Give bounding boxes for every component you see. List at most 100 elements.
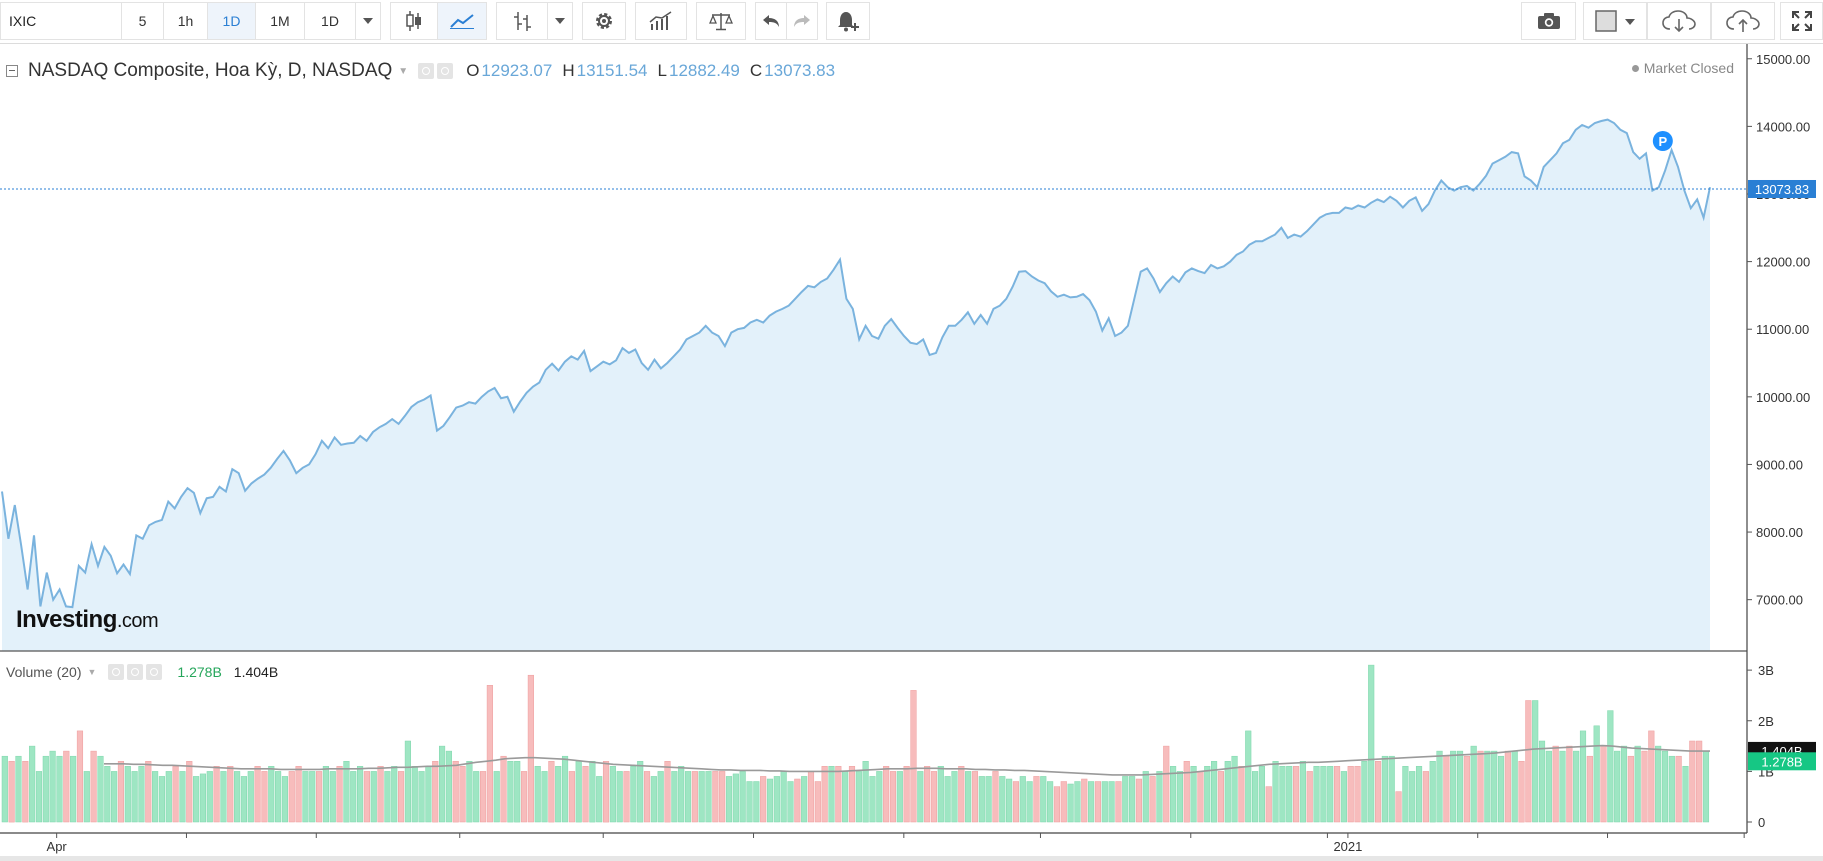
volume-bar [1497,755,1505,823]
volume-bar [657,771,664,823]
chart-type-dropdown-button[interactable] [547,2,573,40]
volume-title[interactable]: Volume (20) [6,664,82,680]
volume-bar [1012,781,1020,823]
volume-bar [1211,761,1218,823]
volume-bar [343,761,350,823]
volume-bar [1559,750,1566,823]
volume-bar [842,771,849,823]
volume-bar [261,771,268,823]
volume-bar [357,766,364,823]
price-axis[interactable]: 7000.00 8000.00 9000.00 10000.00 11000.00 120… [1747,52,1810,608]
market-status: Market Closed [1631,60,1734,76]
volume-bar [1183,761,1190,823]
volume-bar [42,755,49,823]
volume-ma-value: 1.404B [233,664,279,680]
volume-bar [22,761,29,823]
bottom-scrollbar[interactable] [0,856,1823,861]
price-area [2,119,1710,652]
cloud-upload-button[interactable] [1711,2,1775,40]
volume-bar [1245,730,1252,823]
volume-bar [1060,781,1067,823]
settings-icon[interactable] [437,63,454,79]
undo-button[interactable] [755,2,787,40]
interval-dropdown-button[interactable] [355,2,381,40]
volume-bar [1538,740,1546,823]
undo-icon [763,15,779,27]
settings-button[interactable] [582,2,626,40]
volume-bar [937,766,944,823]
volume-bar [958,766,965,823]
volume-bar [773,776,780,823]
volume-bar [131,771,138,823]
chevron-down-icon[interactable]: ▼ [398,65,409,77]
volume-bar [1682,766,1689,823]
volume-bar [1675,755,1682,823]
visibility-icon[interactable] [418,63,435,79]
alert-button[interactable] [826,2,870,40]
chevron-down-icon [363,18,373,24]
volume-bar [1347,766,1354,823]
compare-button[interactable] [696,2,746,40]
volume-bar [104,766,111,823]
volume-pane[interactable] [1,664,1710,823]
interval-button-1m[interactable]: 1M [255,2,305,40]
close-icon[interactable] [146,664,163,680]
volume-bar [671,771,678,823]
volume-bar [1484,750,1491,823]
settings-icon[interactable] [127,664,144,680]
redo-button[interactable] [786,2,818,40]
series-title[interactable]: NASDAQ Composite, Hoa Kỳ, D, NASDAQ [28,60,393,81]
volume-bar [1661,750,1669,823]
volume-bar [596,776,603,823]
volume-bar [1607,710,1614,823]
bar-chart-icon [514,12,531,31]
volume-bar [1094,781,1101,823]
volume-bar [712,771,719,823]
ohlc-close: C 13073.83 [749,61,836,80]
line-chart-button[interactable] [437,2,487,40]
volume-bar [1545,750,1552,823]
volume-bar [507,761,514,823]
volume-bar [1231,755,1238,823]
interval-button-custom[interactable]: 1D [304,2,356,40]
volume-bar [835,766,842,823]
volume-bar [398,771,405,823]
interval-button-5[interactable]: 5 [121,2,164,40]
layout-button[interactable] [1583,2,1647,40]
screenshot-button[interactable] [1521,2,1576,40]
event-marker-icon[interactable]: P [1652,131,1673,151]
bar-chart-button[interactable] [496,2,548,40]
chevron-down-icon[interactable]: ▼ [87,667,97,677]
volume-bar [1381,755,1388,823]
volume-bar [1696,740,1703,823]
volume-bar [1450,750,1457,823]
volume-bar [1634,745,1641,823]
indicators-icon [649,11,672,30]
price-volume-chart[interactable]: 7000.00 8000.00 9000.00 10000.00 11000.00 120… [0,44,1823,856]
volume-bar [1586,755,1593,823]
collapse-pane-button[interactable] [6,65,18,77]
volume-legend: Volume (20) ▼ 1.278B 1.404B [6,663,278,681]
visibility-icon[interactable] [108,664,125,680]
volume-bar [548,761,555,823]
volume-bar [152,771,159,823]
volume-bar [1258,766,1265,823]
fullscreen-button[interactable] [1780,2,1823,40]
volume-bar [541,771,548,823]
interval-button-1d[interactable]: 1D [207,2,256,40]
cloud-download-button[interactable] [1647,2,1711,40]
volume-bar [944,776,951,823]
volume-bar [1040,776,1047,823]
volume-bar [1641,750,1648,823]
volume-bar [1135,778,1142,823]
price-pane[interactable] [0,118,1747,652]
indicators-button[interactable] [635,2,687,40]
interval-button-1h[interactable]: 1h [163,2,208,40]
volume-bar [1620,745,1628,823]
time-axis[interactable]: Apr 2021 [47,833,1745,854]
ohlc-high: H 13151.54 [562,61,648,80]
candlestick-button[interactable] [390,2,438,40]
volume-bar [1491,750,1498,823]
last-price-tag: 13073.83 [1748,179,1816,198]
symbol-input[interactable]: IXIC [0,2,122,40]
